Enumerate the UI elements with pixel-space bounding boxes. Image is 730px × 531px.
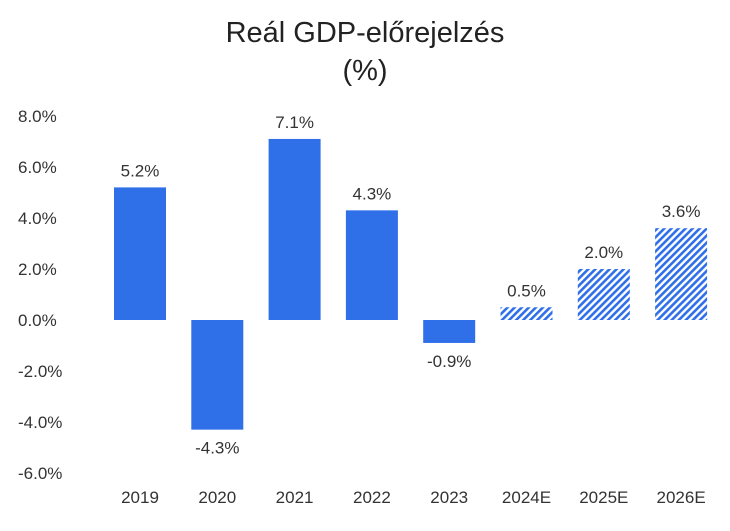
x-tick-label: 2023 (430, 488, 468, 507)
data-label: 4.3% (353, 184, 392, 203)
bar-estimate (500, 307, 553, 320)
data-label: 0.5% (507, 281, 546, 300)
y-tick-label: 8.0% (18, 107, 57, 126)
data-label: -0.9% (427, 352, 471, 371)
y-tick-label: 6.0% (18, 158, 57, 177)
x-axis: 2019 2020 2021 2022 2023 2024E 2025E 2026E (121, 488, 706, 507)
x-tick-label: 2019 (121, 488, 159, 507)
bar (345, 210, 398, 320)
x-tick-label: 2025E (579, 488, 628, 507)
x-tick-label: 2022 (353, 488, 391, 507)
bar-estimate (577, 269, 630, 320)
bar (268, 138, 321, 320)
y-axis: 8.0% 6.0% 4.0% 2.0% 0.0% -2.0% -4.0% -6.0% (18, 107, 62, 483)
bar (191, 320, 244, 430)
bar-estimate (655, 228, 708, 320)
x-tick-label: 2024E (502, 488, 551, 507)
data-label: 2.0% (584, 243, 623, 262)
bar (423, 320, 476, 343)
x-tick-label: 2020 (198, 488, 236, 507)
y-tick-label: 2.0% (18, 260, 57, 279)
bar (114, 187, 166, 320)
x-tick-label: 2021 (276, 488, 314, 507)
y-tick-label: -4.0% (18, 413, 62, 432)
data-label: 7.1% (275, 113, 314, 132)
data-label: 5.2% (121, 161, 160, 180)
y-tick-label: 0.0% (18, 311, 57, 330)
chart-title-block: Reál GDP-előrejelzés (%) (0, 14, 730, 90)
x-tick-label: 2026E (657, 488, 706, 507)
y-tick-label: -2.0% (18, 362, 62, 381)
y-tick-label: 4.0% (18, 209, 57, 228)
chart-subtitle: (%) (342, 55, 388, 87)
chart-title: Reál GDP-előrejelzés (225, 17, 505, 49)
bars: 5.2% -4.3% 7.1% 4.3% -0.9% 0.5% 2.0% 3.6% (114, 113, 708, 458)
y-tick-label: -6.0% (18, 464, 62, 483)
data-label: 3.6% (662, 202, 701, 221)
data-label: -4.3% (195, 439, 239, 458)
